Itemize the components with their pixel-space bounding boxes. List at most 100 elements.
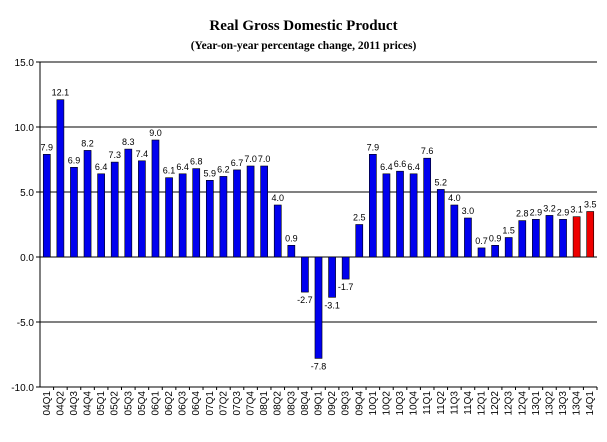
data-label-07Q4: 7.0 [244, 154, 257, 164]
x-tick-label-07Q4: 07Q4 [246, 391, 257, 416]
x-tick-label-13Q2: 13Q2 [544, 391, 555, 416]
bar-09Q2 [328, 256, 336, 298]
y-tick-label: 15.0 [15, 58, 35, 69]
data-label-12Q3: 1.5 [502, 226, 515, 236]
y-tick-label: -5.0 [17, 318, 35, 329]
x-tick-label-12Q4: 12Q4 [517, 391, 528, 416]
x-tick-label-09Q4: 09Q4 [354, 391, 365, 416]
bar-11Q2 [436, 189, 445, 258]
bar-04Q4 [83, 150, 92, 258]
x-tick-label-12Q2: 12Q2 [490, 391, 501, 416]
x-tick-label-06Q1: 06Q1 [150, 391, 161, 416]
bar-13Q1 [532, 219, 540, 258]
data-label-09Q2: -3.1 [324, 300, 340, 310]
data-label-10Q1: 7.9 [367, 142, 380, 152]
chart-subtitle: (Year-on-year percentage change, 2011 pr… [190, 40, 417, 52]
data-label-08Q3: 0.9 [285, 233, 298, 243]
data-label-12Q4: 2.8 [516, 209, 529, 219]
bar-08Q2 [273, 204, 282, 258]
data-label-08Q1: 7.0 [258, 154, 271, 164]
data-label-05Q2: 7.3 [108, 150, 121, 160]
data-label-05Q4: 7.4 [136, 149, 149, 159]
bar-12Q3 [504, 237, 513, 258]
x-tick-label-04Q2: 04Q2 [55, 391, 66, 416]
bar-12Q1 [477, 247, 486, 258]
data-label-04Q2: 12.1 [52, 88, 70, 98]
x-tick-label-13Q4: 13Q4 [572, 391, 583, 416]
x-tick-label-08Q1: 08Q1 [259, 391, 270, 416]
data-label-05Q1: 6.4 [95, 162, 108, 172]
bar-09Q4 [355, 224, 364, 258]
bar-05Q1 [97, 173, 105, 258]
bar-04Q1 [42, 154, 51, 258]
bar-12Q2 [491, 245, 499, 258]
data-label-04Q1: 7.9 [41, 142, 54, 152]
x-tick-label-05Q3: 05Q3 [123, 391, 134, 416]
x-tick-label-12Q3: 12Q3 [504, 391, 515, 416]
data-label-04Q4: 8.2 [81, 138, 94, 148]
x-tick-label-06Q4: 06Q4 [191, 391, 202, 416]
data-label-10Q3: 6.6 [394, 159, 407, 169]
x-tick-label-05Q2: 05Q2 [110, 391, 121, 416]
data-label-09Q1: -7.8 [311, 361, 327, 371]
bar-07Q3 [233, 169, 241, 258]
data-label-11Q2: 5.2 [435, 177, 448, 187]
x-tick-label-07Q2: 07Q2 [218, 391, 229, 416]
x-tick-label-06Q3: 06Q3 [178, 391, 189, 416]
bar-09Q1 [314, 256, 323, 359]
bar-12Q4 [518, 220, 527, 258]
y-tick-label: -10.0 [11, 383, 34, 394]
data-label-09Q3: -1.7 [338, 282, 354, 292]
x-tick-label-07Q3: 07Q3 [232, 391, 243, 416]
bar-09Q3 [341, 256, 350, 280]
data-label-06Q2: 6.1 [163, 166, 176, 176]
bar-05Q2 [110, 161, 119, 258]
data-label-08Q2: 4.0 [271, 193, 284, 203]
bar-13Q3 [559, 219, 567, 258]
bar-08Q1 [260, 165, 268, 258]
data-label-06Q4: 6.8 [190, 157, 203, 167]
x-tick-label-08Q3: 08Q3 [286, 391, 297, 416]
x-tick-label-05Q1: 05Q1 [96, 391, 107, 416]
bar-06Q2 [165, 177, 173, 258]
x-tick-label-08Q4: 08Q4 [300, 391, 311, 416]
data-label-12Q2: 0.9 [489, 233, 502, 243]
y-tick-label: 10.0 [15, 123, 35, 134]
bar-06Q4 [192, 168, 201, 258]
bar-13Q4 [572, 216, 581, 258]
x-tick-label-10Q3: 10Q3 [395, 391, 406, 416]
data-label-13Q4: 3.1 [570, 205, 583, 215]
data-label-14Q1: 3.5 [584, 200, 597, 210]
x-tick-label-11Q1: 11Q1 [422, 391, 433, 415]
bar-07Q1 [205, 180, 214, 258]
x-tick-label-08Q2: 08Q2 [273, 391, 284, 416]
data-label-07Q1: 5.9 [204, 168, 217, 178]
bar-11Q1 [423, 157, 432, 258]
x-tick-label-13Q1: 13Q1 [531, 391, 542, 416]
x-tick-label-04Q3: 04Q3 [69, 391, 80, 416]
bar-10Q3 [396, 170, 404, 258]
x-tick-label-09Q3: 09Q3 [341, 391, 352, 416]
bar-13Q2 [545, 215, 554, 258]
data-label-05Q3: 8.3 [122, 137, 135, 147]
x-tick-label-13Q3: 13Q3 [558, 391, 569, 416]
data-label-10Q4: 6.4 [407, 162, 420, 172]
x-tick-label-10Q4: 10Q4 [409, 391, 420, 416]
x-tick-label-09Q1: 09Q1 [314, 391, 325, 416]
data-label-08Q4: -2.7 [297, 295, 313, 305]
x-tick-label-10Q1: 10Q1 [368, 391, 379, 416]
data-label-12Q1: 0.7 [475, 236, 488, 246]
bar-08Q3 [287, 245, 296, 258]
x-tick-label-10Q2: 10Q2 [381, 391, 392, 416]
data-label-06Q3: 6.4 [176, 162, 189, 172]
bar-07Q2 [219, 176, 228, 258]
bar-06Q3 [178, 173, 187, 258]
bar-11Q3 [450, 204, 459, 258]
bar-07Q4 [246, 165, 255, 258]
data-label-13Q3: 2.9 [557, 207, 570, 217]
data-label-13Q2: 3.2 [543, 203, 556, 213]
x-tick-label-04Q1: 04Q1 [42, 391, 53, 416]
y-tick-label: 5.0 [20, 188, 34, 199]
chart-title: Real Gross Domestic Product [209, 18, 398, 34]
bar-08Q4 [301, 256, 309, 293]
